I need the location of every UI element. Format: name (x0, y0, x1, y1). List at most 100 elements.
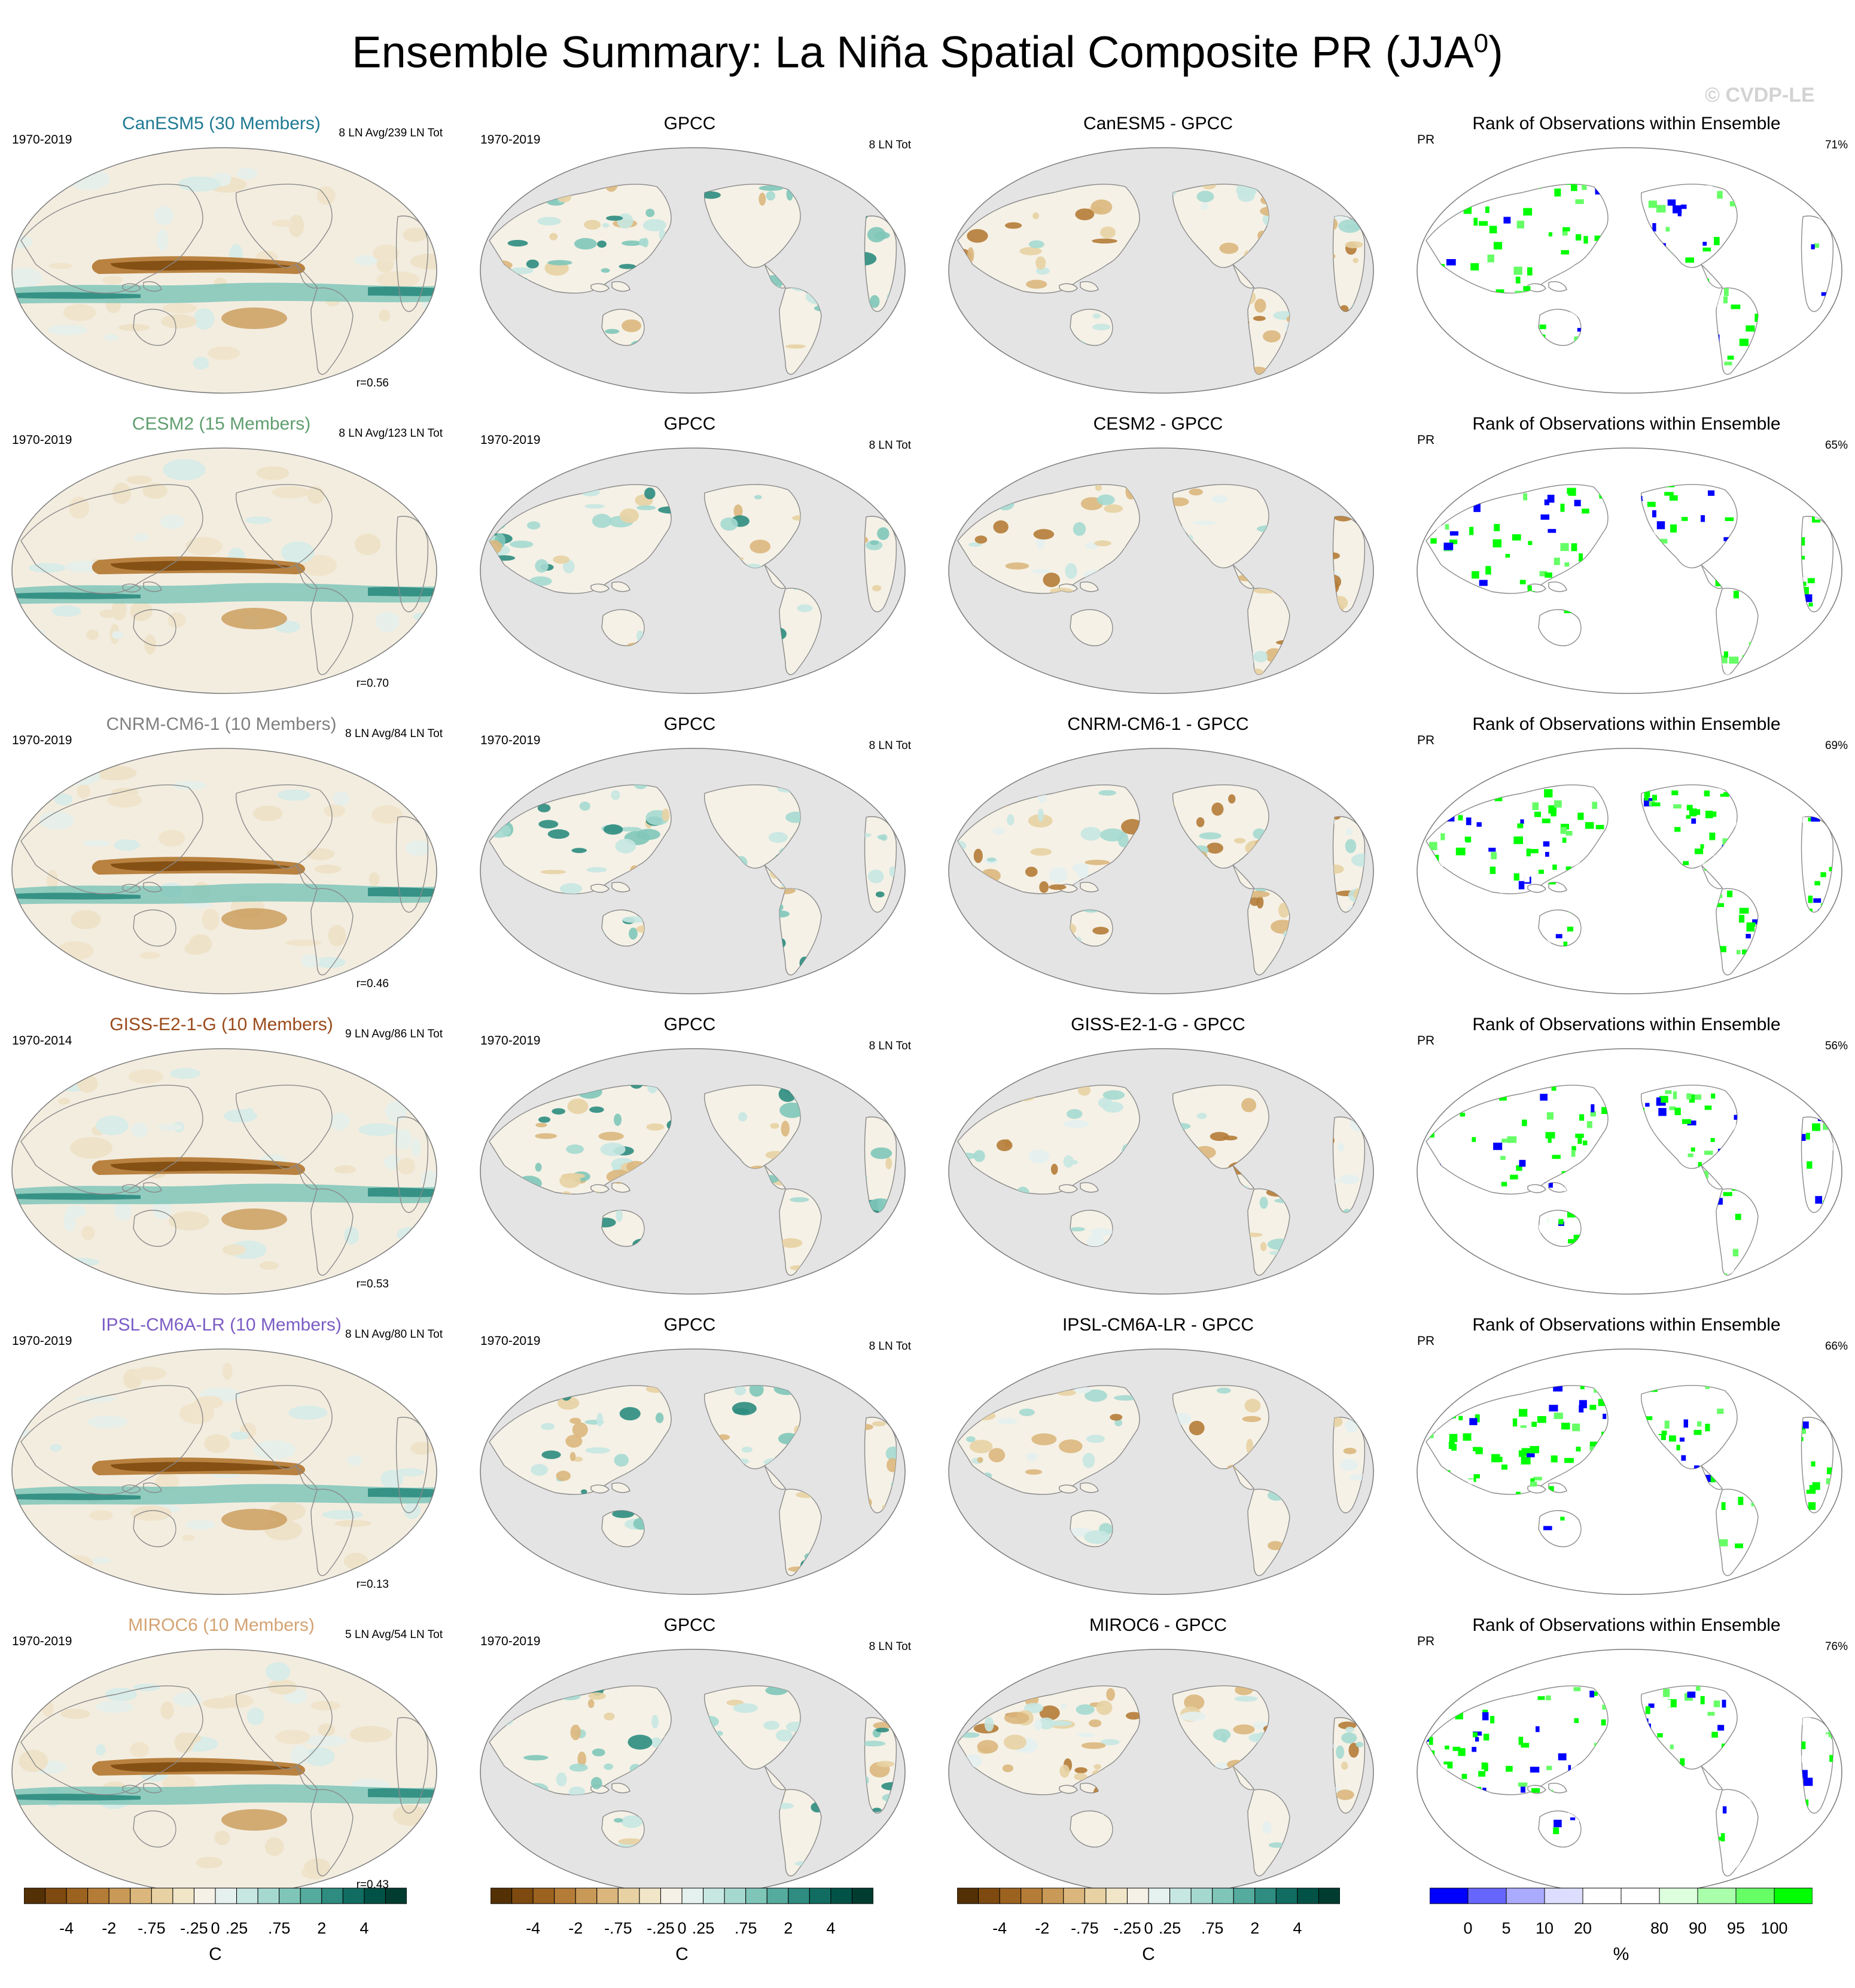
rank-map (1417, 1348, 1842, 1595)
colorbar-swatch (45, 1887, 67, 1904)
colorbar-swatch (999, 1887, 1022, 1904)
model-title: CNRM-CM6-1 (10 Members) (106, 714, 337, 734)
colorbar-precip-diff: -4 -2 -.75 -.25 0 .25 .75 2 4 C (957, 1885, 1376, 1986)
rank-title: Rank of Observations within Ensemble (1472, 714, 1781, 734)
model-period: 1970-2019 (12, 1334, 72, 1348)
colorbar-label: 2 (317, 1919, 327, 1937)
rank-title: Rank of Observations within Ensemble (1472, 414, 1781, 434)
model-panel: MIROC6 (10 Members) 1970-2019 5 LN Avg/54 … (0, 1603, 443, 1902)
colorbar-swatch (1190, 1887, 1213, 1904)
obs-event-count: 8 LN Tot (869, 739, 911, 752)
colorbar-swatch (1021, 1887, 1043, 1904)
colorbar-label: .75 (734, 1919, 757, 1937)
colorbar-swatch (766, 1887, 789, 1904)
model-map (11, 748, 437, 994)
obs-title: GPCC (663, 714, 716, 734)
model-title: CanESM5 (30 Members) (122, 114, 321, 133)
colorbar-swatch (1254, 1887, 1277, 1904)
rank-panel: Rank of Observations within Ensemble PR 71… (1405, 102, 1848, 401)
colorbar-swatch (1169, 1887, 1192, 1904)
rank-map (1417, 447, 1842, 694)
colorbar-swatch (193, 1887, 216, 1904)
diff-panel: IPSL-CM6A-LR - GPCC (937, 1303, 1379, 1602)
colorbar-swatch (617, 1887, 640, 1904)
obs-title: GPCC (663, 414, 716, 434)
obs-panel: GPCC 1970-2019 8 LN Tot (468, 102, 911, 401)
model-panel: GISS-E2-1-G (10 Members) 1970-2014 9 LN Av… (0, 1003, 443, 1302)
colorbar-label: 100 (1760, 1919, 1788, 1937)
colorbar-swatch (1659, 1887, 1698, 1904)
diff-panel: CNRM-CM6-1 - GPCC (937, 702, 1379, 1001)
rank-title: Rank of Observations within Ensemble (1472, 1315, 1781, 1335)
rank-panel: Rank of Observations within Ensemble PR 76… (1405, 1603, 1848, 1902)
rank-panel: Rank of Observations within Ensemble PR 65… (1405, 402, 1848, 701)
rank-variable: PR (1417, 1334, 1435, 1348)
model-period: 1970-2019 (12, 433, 72, 447)
colorbar-swatch (957, 1887, 979, 1904)
colorbar-label: 10 (1535, 1919, 1554, 1937)
colorbar-swatch (108, 1887, 131, 1904)
colorbar-label: -4 (526, 1919, 541, 1937)
rank-title: Rank of Observations within Ensemble (1472, 114, 1781, 133)
diff-map (948, 147, 1374, 394)
colorbar-unit: % (1613, 1944, 1629, 1964)
pattern-correlation: r=0.70 (356, 677, 389, 690)
colorbar-swatch (660, 1887, 683, 1904)
obs-map (480, 1649, 906, 1895)
model-map (11, 1348, 437, 1595)
model-event-count: 8 LN Avg/239 LN Tot (339, 127, 443, 139)
colorbar-swatch (978, 1887, 1000, 1904)
model-event-count: 8 LN Avg/84 LN Tot (345, 727, 443, 740)
model-event-count: 9 LN Avg/86 LN Tot (345, 1028, 443, 1040)
model-event-count: 5 LN Avg/54 LN Tot (345, 1628, 443, 1641)
colorbar-swatch (364, 1887, 386, 1904)
obs-event-count: 8 LN Tot (869, 139, 911, 151)
pattern-correlation: r=0.13 (356, 1578, 389, 1591)
diff-panel: CanESM5 - GPCC (937, 102, 1379, 401)
colorbar-swatch (385, 1887, 407, 1904)
diff-title: CanESM5 - GPCC (1083, 114, 1233, 133)
colorbar-swatch (215, 1887, 237, 1904)
diff-panel: CESM2 - GPCC (937, 402, 1379, 701)
colorbar-swatch (1297, 1887, 1319, 1904)
colorbar-unit: C (675, 1944, 689, 1964)
obs-panel: GPCC 1970-2019 8 LN Tot (468, 1303, 911, 1602)
colorbar-precip-obs: -4 -2 -.75 -.25 0 .25 .75 2 4 C (491, 1885, 909, 1986)
colorbar-swatch (511, 1887, 534, 1904)
colorbar-label: 2 (1250, 1919, 1260, 1937)
obs-map (480, 1048, 906, 1295)
obs-map (480, 147, 906, 394)
watermark: © CVDP-LE (1705, 84, 1815, 106)
obs-period: 1970-2019 (480, 1334, 541, 1348)
colorbar-label: -.25 (180, 1919, 208, 1937)
colorbar-swatch (1148, 1887, 1171, 1904)
rank-map (1417, 748, 1842, 994)
rank-panel: Rank of Observations within Ensemble PR 66… (1405, 1303, 1848, 1602)
rank-variable: PR (1417, 733, 1435, 747)
diff-map (948, 1048, 1374, 1295)
model-title: CESM2 (15 Members) (132, 414, 311, 434)
colorbar-swatch (257, 1887, 280, 1904)
obs-title: GPCC (663, 1015, 716, 1034)
colorbar-label: 0 (211, 1919, 220, 1937)
colorbar-swatch (1126, 1887, 1149, 1904)
colorbar-swatch (532, 1887, 555, 1904)
obs-title: GPCC (663, 1315, 716, 1335)
diff-title: MIROC6 - GPCC (1089, 1615, 1227, 1635)
rank-map (1417, 1048, 1842, 1295)
obs-period: 1970-2019 (480, 1634, 541, 1648)
panel-row: CESM2 (15 Members) 1970-2019 8 LN Avg/123 … (0, 402, 1855, 701)
colorbar-swatch (724, 1887, 747, 1904)
colorbar-swatch (1430, 1887, 1469, 1904)
diff-panel: MIROC6 - GPCC (937, 1603, 1379, 1902)
rank-panel: Rank of Observations within Ensemble PR 56… (1405, 1003, 1848, 1302)
model-title: GISS-E2-1-G (10 Members) (109, 1015, 333, 1034)
obs-event-count: 8 LN Tot (869, 439, 911, 452)
model-title: MIROC6 (10 Members) (128, 1615, 315, 1635)
colorbar-label: 4 (1293, 1919, 1302, 1937)
diff-title: CESM2 - GPCC (1093, 414, 1223, 434)
colorbar-swatch (66, 1887, 89, 1904)
colorbar-swatch (236, 1887, 258, 1904)
rank-panel: Rank of Observations within Ensemble PR 69… (1405, 702, 1848, 1001)
rank-title: Rank of Observations within Ensemble (1472, 1015, 1781, 1034)
